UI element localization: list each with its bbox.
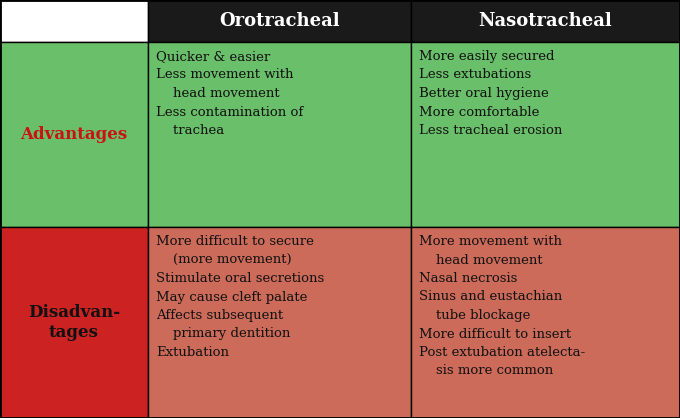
- Bar: [148, 42, 411, 227]
- Bar: [411, 42, 680, 227]
- Text: Quicker & easier
Less movement with
    head movement
Less contamination of
    : Quicker & easier Less movement with head…: [156, 50, 303, 137]
- Text: More easily secured
Less extubations
Better oral hygiene
More comfortable
Less t: More easily secured Less extubations Bet…: [419, 50, 562, 137]
- Bar: [0, 42, 148, 227]
- Text: More difficult to secure
    (more movement)
Stimulate oral secretions
May cause: More difficult to secure (more movement)…: [156, 235, 324, 359]
- Bar: [0, 0, 148, 42]
- Bar: [0, 227, 148, 418]
- Bar: [148, 0, 411, 42]
- Text: Nasotracheal: Nasotracheal: [479, 12, 613, 30]
- Text: More movement with
    head movement
Nasal necrosis
Sinus and eustachian
    tub: More movement with head movement Nasal n…: [419, 235, 585, 377]
- Text: Orotracheal: Orotracheal: [219, 12, 340, 30]
- Bar: [148, 227, 411, 418]
- Bar: [411, 0, 680, 42]
- Bar: [411, 227, 680, 418]
- Text: Disadvan-
tages: Disadvan- tages: [28, 304, 120, 341]
- Text: Advantages: Advantages: [20, 126, 128, 143]
